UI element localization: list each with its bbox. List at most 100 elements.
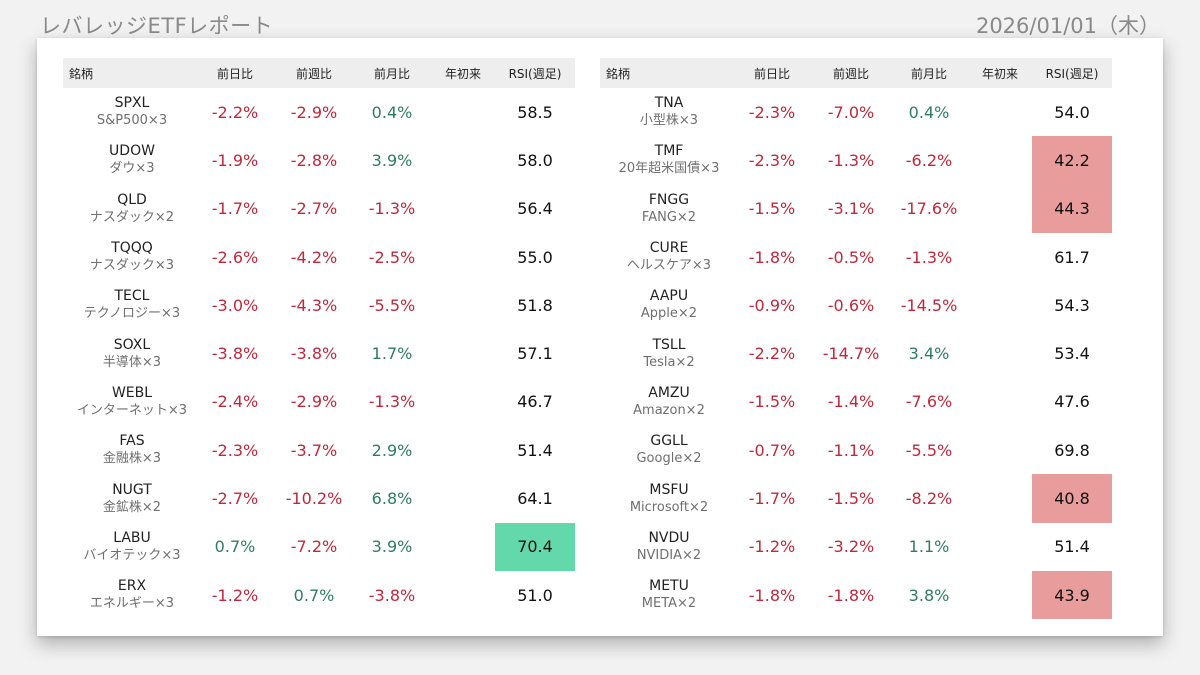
month-change-value: -5.5% — [905, 440, 953, 460]
etf-name-cell: ERX エネルギー×3 — [63, 571, 195, 619]
etf-name-cell: NUGT 金鉱株×2 — [63, 474, 195, 522]
ticker-symbol: WEBL — [111, 384, 153, 401]
etf-name-cell: AAPU Apple×2 — [600, 281, 732, 329]
week-change-value: -3.2% — [827, 537, 875, 557]
ytd-value — [968, 136, 1032, 184]
etf-description: ナスダック×3 — [89, 258, 175, 274]
col-header-day-change: 前日比 — [753, 66, 790, 81]
col-header-week-change: 前週比 — [295, 66, 332, 81]
week-change-value: -7.0% — [827, 102, 875, 122]
week-change-value: -4.3% — [290, 295, 338, 315]
day-change-value: -3.0% — [211, 295, 259, 315]
day-change-value: -1.9% — [211, 150, 259, 170]
week-change-value: -1.8% — [827, 585, 875, 605]
day-change-value: -2.7% — [211, 489, 259, 509]
week-change-value: -0.5% — [827, 247, 875, 267]
ytd-value — [968, 185, 1032, 233]
etf-description: ダウ×3 — [109, 161, 155, 177]
rsi-value: 64.1 — [517, 489, 553, 509]
day-change-value: -1.2% — [748, 537, 796, 557]
rsi-value: 56.4 — [517, 199, 553, 219]
month-change-value: -6.2% — [905, 150, 953, 170]
etf-name-cell: METU META×2 — [600, 571, 732, 619]
month-change-value: 3.9% — [371, 537, 413, 557]
day-change-value: -1.5% — [748, 199, 796, 219]
ticker-symbol: TECL — [114, 288, 150, 305]
ytd-value — [431, 329, 495, 377]
rsi-value: 40.8 — [1032, 474, 1112, 523]
week-change-value: -3.1% — [827, 199, 875, 219]
day-change-value: -1.8% — [748, 585, 796, 605]
ticker-symbol: UDOW — [109, 143, 155, 160]
week-change-value: -1.4% — [827, 392, 875, 412]
rsi-value: 54.0 — [1054, 102, 1090, 122]
col-header-rsi: RSI(週足) — [1045, 66, 1099, 81]
etf-description: FANG×2 — [641, 209, 697, 225]
etf-name-cell: LABU バイオテック×3 — [63, 523, 195, 571]
month-change-value: -2.5% — [368, 247, 416, 267]
table-row: QLD ナスダック×2 -1.7% -2.7% -1.3% 56.4 — [63, 185, 575, 233]
col-header-ytd: 年初来 — [444, 66, 481, 81]
etf-name-cell: SOXL 半導体×3 — [63, 329, 195, 377]
rsi-value: 54.3 — [1054, 295, 1090, 315]
month-change-value: 3.8% — [908, 585, 950, 605]
day-change-value: -2.2% — [748, 344, 796, 364]
table-header-row: 銘柄 前日比 前週比 前月比 年初来 RSI(週足) — [63, 58, 575, 88]
etf-description: Amazon×2 — [633, 402, 705, 418]
rsi-value: 58.5 — [517, 102, 553, 122]
etf-description: ヘルスケア×3 — [626, 258, 712, 274]
rsi-value: 47.6 — [1054, 392, 1090, 412]
week-change-value: -10.2% — [285, 489, 343, 509]
rsi-value: 57.1 — [517, 344, 553, 364]
month-change-value: -7.6% — [905, 392, 953, 412]
etf-description: Apple×2 — [640, 306, 698, 322]
etf-name-cell: UDOW ダウ×3 — [63, 136, 195, 184]
ytd-value — [431, 88, 495, 136]
week-change-value: -7.2% — [290, 537, 338, 557]
week-change-value: -1.1% — [827, 440, 875, 460]
table-row: CURE ヘルスケア×3 -1.8% -0.5% -1.3% 61.7 — [600, 233, 1112, 281]
ticker-symbol: SPXL — [114, 95, 150, 112]
rsi-value: 70.4 — [495, 522, 575, 571]
table-row: FNGG FANG×2 -1.5% -3.1% -17.6% 44.3 — [600, 184, 1112, 233]
ytd-value — [968, 88, 1032, 136]
etf-description: 半導体×3 — [102, 354, 162, 370]
etf-description: Microsoft×2 — [629, 499, 709, 515]
ytd-value — [431, 474, 495, 522]
etf-name-cell: AMZU Amazon×2 — [600, 378, 732, 426]
table-row: AAPU Apple×2 -0.9% -0.6% -14.5% 54.3 — [600, 281, 1112, 329]
week-change-value: -4.2% — [290, 247, 338, 267]
table-row: TNA 小型株×3 -2.3% -7.0% 0.4% 54.0 — [600, 88, 1112, 136]
etf-table-left: 銘柄 前日比 前週比 前月比 年初来 RSI(週足) SPXL S&P500×3-… — [63, 58, 575, 619]
ytd-value — [968, 523, 1032, 571]
month-change-value: -8.2% — [905, 489, 953, 509]
etf-name-cell: SPXL S&P500×3 — [63, 88, 195, 136]
report-card: 銘柄 前日比 前週比 前月比 年初来 RSI(週足) SPXL S&P500×3-… — [37, 38, 1163, 636]
ytd-value — [968, 233, 1032, 281]
ytd-value — [431, 571, 495, 619]
rsi-value: 43.9 — [1032, 570, 1112, 620]
day-change-value: -1.5% — [748, 392, 796, 412]
month-change-value: 3.9% — [371, 150, 413, 170]
day-change-value: -1.2% — [211, 585, 259, 605]
etf-name-cell: TMF 20年超米国債×3 — [600, 136, 732, 184]
report-date: 2026/01/01（木） — [975, 14, 1160, 38]
ticker-symbol: TNA — [654, 95, 684, 112]
etf-description: NVIDIA×2 — [636, 547, 702, 563]
table-row: ERX エネルギー×3 -1.2% 0.7% -3.8% 51.0 — [63, 571, 575, 619]
ticker-symbol: METU — [649, 578, 689, 595]
table-row: LABU バイオテック×3 0.7% -7.2% 3.9% 70.4 — [63, 522, 575, 571]
ticker-symbol: NUGT — [112, 481, 152, 498]
day-change-value: -2.3% — [211, 440, 259, 460]
table-row: NUGT 金鉱株×2 -2.7% -10.2% 6.8% 64.1 — [63, 474, 575, 522]
day-change-value: -2.3% — [748, 102, 796, 122]
month-change-value: -5.5% — [368, 295, 416, 315]
rsi-value: 53.4 — [1054, 344, 1090, 364]
etf-description: META×2 — [641, 596, 697, 612]
ytd-value — [968, 571, 1032, 619]
rsi-value: 51.4 — [1054, 537, 1090, 557]
day-change-value: -2.6% — [211, 247, 259, 267]
day-change-value: -1.8% — [748, 247, 796, 267]
ytd-value — [431, 378, 495, 426]
etf-description: エネルギー×3 — [89, 596, 175, 612]
